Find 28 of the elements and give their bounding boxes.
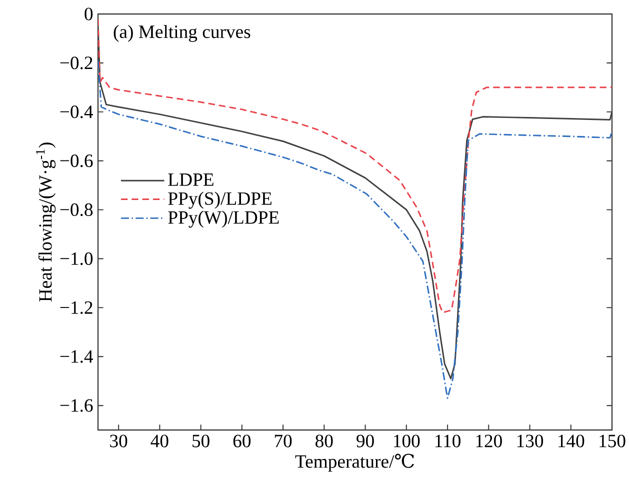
x-tick-label: 140 [558, 434, 584, 448]
y-axis-title: Heat flowing/(W·g$^{-1}$) [36, 142, 56, 302]
x-tick-label: 50 [192, 434, 210, 448]
x-axis-title: Temperature/℃ [295, 454, 414, 472]
y-tick-label: −0.8 [60, 203, 93, 216]
legend-label: PPy(W)/LDPE [168, 210, 279, 228]
x-tick-label: 100 [394, 434, 420, 448]
x-tick-label: 70 [274, 434, 292, 448]
x-tick-label: 60 [233, 434, 251, 448]
x-tick-label: 110 [436, 434, 460, 448]
x-tick-label: 40 [150, 434, 168, 448]
legend-label: LDPE [168, 174, 214, 186]
x-tick-label: 30 [110, 434, 128, 448]
x-tick-label: 80 [316, 434, 333, 448]
y-tick-label: 0 [84, 8, 93, 20]
y-tick-label: −1.6 [60, 399, 93, 412]
x-tick-label: 90 [356, 434, 374, 448]
y-tick-label: −0.2 [60, 56, 92, 70]
y-tick-label: −1.0 [60, 252, 93, 266]
legend-label: PPy(S)/LDPE [168, 192, 272, 209]
y-tick-label: −1.2 [60, 301, 92, 314]
x-tick-label: 120 [476, 434, 502, 448]
y-tick-label: −1.4 [60, 350, 94, 363]
x-tick-label: 150 [600, 434, 626, 448]
x-tick-label: 130 [517, 434, 544, 448]
y-tick-label: −0.6 [60, 154, 93, 168]
text: (a) Melting curves [114, 24, 250, 42]
y-tick-label: −0.4 [60, 106, 94, 118]
